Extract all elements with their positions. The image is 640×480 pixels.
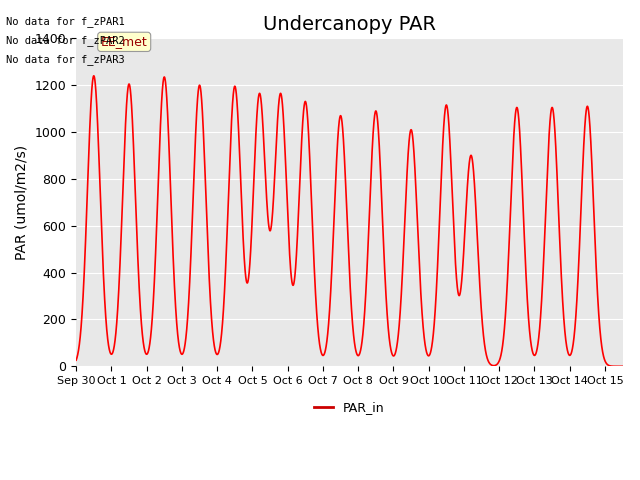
Text: No data for f_zPAR2: No data for f_zPAR2: [6, 35, 125, 46]
Title: Undercanopy PAR: Undercanopy PAR: [263, 15, 436, 34]
Text: No data for f_zPAR3: No data for f_zPAR3: [6, 54, 125, 65]
Y-axis label: PAR (umol/m2/s): PAR (umol/m2/s): [15, 145, 29, 260]
Text: No data for f_zPAR1: No data for f_zPAR1: [6, 16, 125, 27]
Legend: PAR_in: PAR_in: [309, 396, 390, 419]
Text: EE_met: EE_met: [101, 36, 148, 48]
